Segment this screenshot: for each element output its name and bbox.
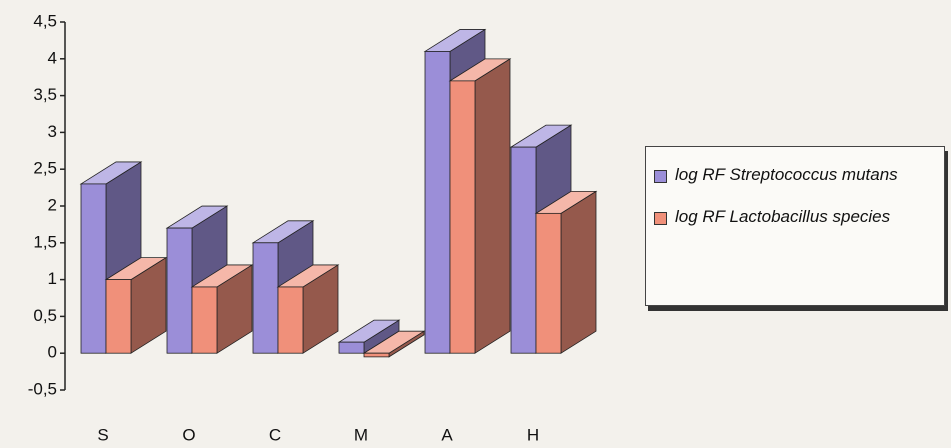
bar-3d — [190, 264, 254, 354]
legend-label: log RF Lactobacillus species — [675, 207, 891, 226]
legend-swatch — [654, 170, 667, 183]
bar — [338, 341, 365, 354]
x-tick-label: S — [97, 425, 108, 444]
bar — [80, 183, 107, 354]
bar — [191, 286, 218, 354]
legend: log RF Streptococcus mutans log RF Lactob… — [645, 146, 945, 306]
bar — [424, 51, 451, 354]
bar — [166, 227, 193, 354]
bar — [105, 279, 132, 354]
legend-label: log RF Streptococcus mutans — [675, 165, 898, 184]
bar — [510, 146, 537, 354]
bar-3d — [448, 58, 512, 354]
x-tick-label: M — [354, 425, 368, 444]
y-tick-label: 2 — [48, 195, 57, 214]
bar — [277, 286, 304, 354]
y-tick-label: -0,5 — [28, 379, 57, 398]
x-tick-label: A — [441, 425, 453, 444]
bar-side — [560, 190, 597, 354]
y-tick-label: 4,5 — [33, 11, 57, 30]
bar-side — [474, 58, 511, 354]
bar — [535, 212, 562, 354]
bar — [363, 352, 390, 358]
y-tick-label: 2,5 — [33, 159, 57, 178]
y-tick-label: 0,5 — [33, 306, 57, 325]
legend-entry: log RF Streptococcus mutans — [654, 165, 936, 185]
y-tick-label: 3,5 — [33, 85, 57, 104]
bar — [449, 80, 476, 354]
y-tick-label: 0 — [48, 343, 57, 362]
y-tick-label: 1,5 — [33, 232, 57, 251]
x-tick-label: O — [182, 425, 195, 444]
bar-3d — [337, 319, 401, 354]
legend-swatch — [654, 212, 667, 225]
bar-3d — [534, 190, 598, 354]
bar-3d — [362, 330, 426, 358]
bar — [252, 242, 279, 354]
y-tick-label: 4 — [48, 48, 57, 67]
y-tick-label: 3 — [48, 122, 57, 141]
x-tick-label: C — [269, 425, 281, 444]
bar-3d — [104, 256, 168, 354]
x-tick-label: H — [527, 425, 539, 444]
bar-3d — [276, 264, 340, 354]
y-tick-label: 1 — [48, 269, 57, 288]
legend-entry: log RF Lactobacillus species — [654, 207, 936, 227]
